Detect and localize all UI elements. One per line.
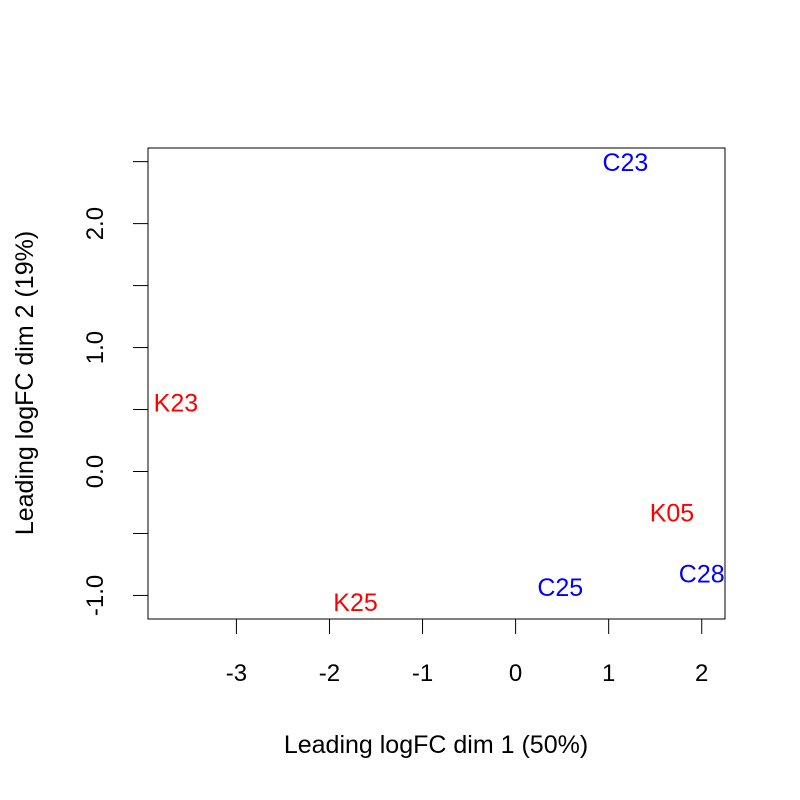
y-axis-title: Leading logFC dim 2 (19%) [11, 231, 39, 535]
x-tick-label: -3 [226, 660, 247, 687]
y-tick-label: -1.0 [82, 575, 109, 616]
x-tick-label: 2 [695, 660, 708, 687]
x-tick-label: 0 [509, 660, 522, 687]
point-label-k25: K25 [333, 589, 377, 617]
x-tick-label: -2 [319, 660, 340, 687]
x-tick-label: -1 [412, 660, 433, 687]
point-label-c28: C28 [679, 560, 725, 588]
point-label-c25: C25 [537, 574, 583, 602]
x-axis: -3 -2 -1 0 1 2 [226, 619, 708, 687]
x-tick-label: 1 [602, 660, 615, 687]
point-label-k05: K05 [650, 500, 694, 528]
plot-frame [147, 147, 726, 620]
y-tick-label: 0.0 [82, 455, 109, 488]
y-axis: -1.0 0.0 1.0 2.0 [82, 161, 148, 616]
point-label-c23: C23 [602, 149, 648, 177]
y-tick-label: 2.0 [82, 207, 109, 240]
point-labels: C23 K23 K05 C28 C25 K25 [154, 149, 725, 617]
point-label-k23: K23 [154, 389, 198, 417]
y-tick-label: 1.0 [82, 331, 109, 364]
x-axis-title: Leading logFC dim 1 (50%) [284, 731, 588, 759]
